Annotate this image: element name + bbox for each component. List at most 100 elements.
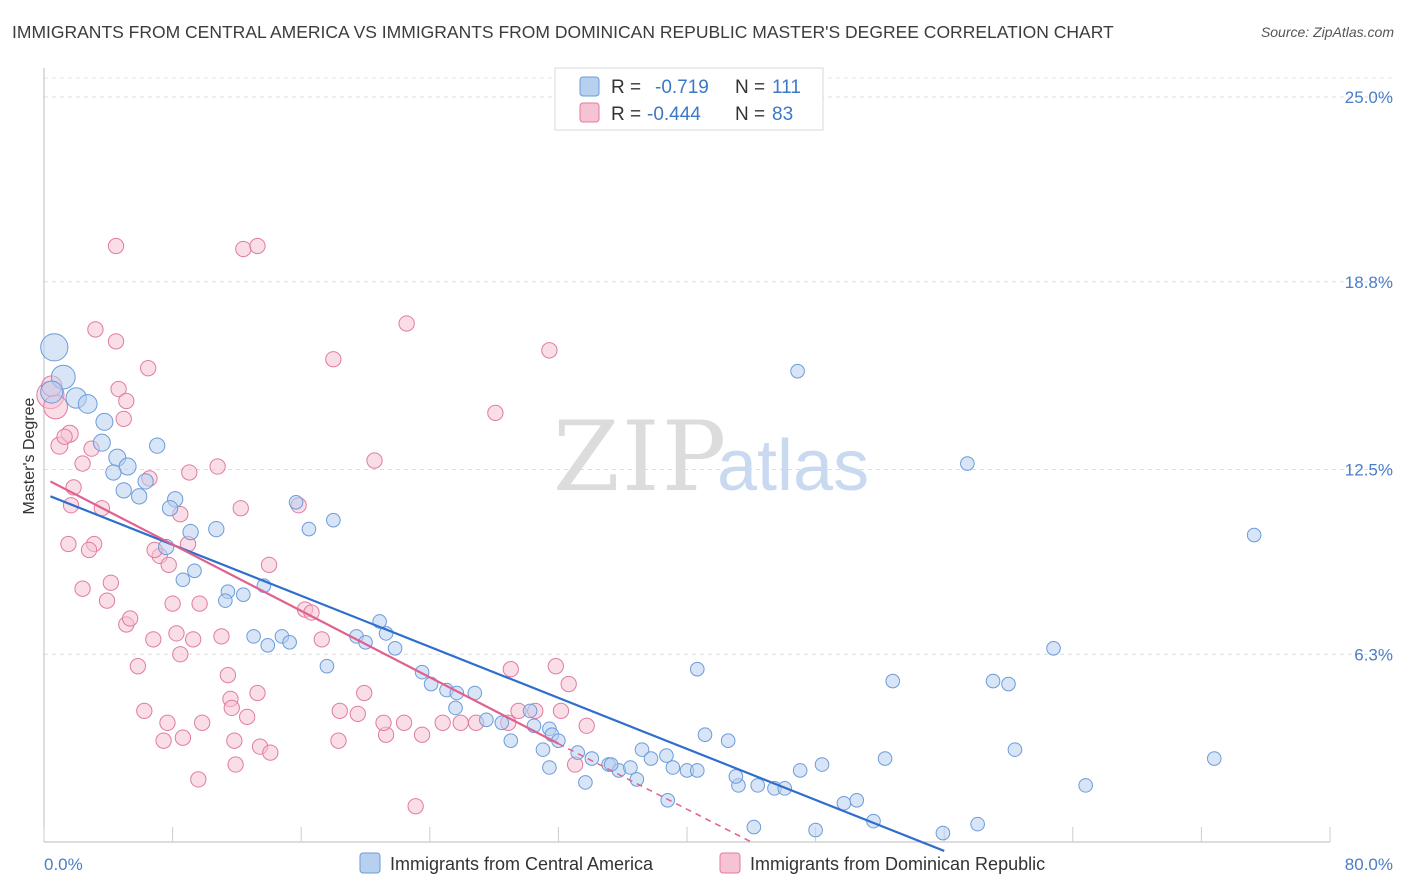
point-central-america-43 [448,700,463,716]
point-central-america-94 [960,456,975,471]
point-central-america-15 [161,500,179,517]
point-central-america-58 [634,742,650,757]
point-central-america-95 [1246,527,1262,543]
point-dominican-republic-45 [260,556,278,574]
point-central-america-4 [77,394,98,414]
bottom-legend-label-blue: Immigrants from Central America [390,854,654,874]
point-central-america-37 [387,641,403,656]
point-dominican-republic-40 [226,732,243,749]
legend-n-value-1: 111 [772,77,801,98]
point-dominican-republic-74 [578,717,595,734]
point-dominican-republic-14 [102,574,120,591]
point-dominican-republic-36 [219,666,237,684]
point-central-america-0 [40,333,69,362]
point-central-america-32 [319,658,335,674]
point-central-america-19 [187,563,202,579]
point-dominican-republic-83 [118,392,135,410]
source-label: Source: ZipAtlas.com [1260,24,1394,40]
point-dominican-republic-51 [330,732,347,749]
y-tick-label-0: 6.3% [1354,645,1393,664]
point-central-america-84 [935,825,951,841]
trend-lines [49,480,945,852]
point-central-america-85 [970,816,985,832]
point-central-america-92 [1206,751,1222,766]
point-central-america-76 [792,763,808,778]
point-dominican-republic-52 [331,702,348,720]
chart-title: IMMIGRANTS FROM CENTRAL AMERICA VS IMMIG… [12,22,1114,42]
legend-n-label-1: N = [735,77,765,98]
point-dominican-republic-54 [356,684,373,702]
point-dominican-republic-34 [209,458,226,475]
legend: R = -0.719 N = 111 R = -0.444 N = 83 [554,67,824,131]
point-central-america-60 [659,748,674,763]
point-central-america-27 [326,512,341,528]
point-central-america-59 [643,751,659,766]
point-central-america-67 [660,792,676,808]
point-dominican-republic-62 [452,714,469,731]
point-central-america-86 [746,819,762,835]
point-dominican-republic-44 [262,744,279,761]
trend-line-dominican-republic [49,480,559,745]
point-central-america-88 [985,673,1001,689]
point-central-america-45 [494,715,510,731]
point-central-america-11 [137,473,154,490]
watermark-zip: ZIP [553,401,728,513]
point-central-america-10 [105,464,122,481]
watermark-atlas: atlas [717,426,869,506]
point-central-america-31 [282,635,297,650]
y-axis-label: Master's Degree [21,397,38,514]
point-central-america-51 [535,742,551,757]
y-tick-label-1: 12.5% [1345,461,1393,480]
point-dominican-republic-41 [227,756,244,773]
point-dominican-republic-17 [122,610,139,627]
point-dominican-republic-27 [185,631,202,648]
y-tick-labels: 6.3% 12.5% 18.8% 25.0% [1345,88,1393,664]
legend-r-label-1: R = [611,77,641,98]
point-dominican-republic-81 [140,360,157,377]
point-dominican-republic-70 [547,658,564,675]
point-central-america-20 [175,572,191,588]
point-dominican-republic-89 [181,464,198,481]
x-tick-label-max: 80.0% [1345,855,1393,874]
point-central-america-28 [246,629,261,644]
trend-line-central-america [50,495,945,852]
point-central-america-13 [131,488,148,505]
point-central-america-54 [584,751,600,766]
point-central-america-30 [260,638,276,653]
point-central-america-61 [665,760,681,775]
point-dominican-republic-59 [407,798,424,815]
series-dominican-republic-points [36,237,595,815]
point-dominican-republic-6 [74,455,91,472]
point-central-america-93 [790,363,805,379]
point-central-america-25 [288,494,304,510]
point-central-america-73 [750,778,766,793]
trend-line-dominican-republic-extension [558,742,752,843]
point-central-america-17 [208,520,225,538]
series-central-america-points [40,333,1262,841]
point-central-america-16 [182,523,199,541]
point-central-america-82 [808,822,823,838]
point-dominican-republic-13 [74,580,91,597]
point-central-america-69 [697,727,713,743]
point-dominican-republic-72 [552,702,570,720]
point-dominican-republic-57 [375,714,392,731]
point-central-america-70 [720,733,736,748]
point-dominican-republic-32 [174,729,192,746]
point-central-america-2 [40,380,64,404]
point-dominican-republic-5 [56,428,73,445]
point-central-america-87 [1001,676,1016,692]
gridlines [44,77,1393,655]
point-central-america-46 [522,703,538,719]
point-central-america-65 [578,775,593,790]
bottom-legend-swatch-pink [719,852,741,874]
point-dominican-republic-38 [223,699,240,717]
point-dominican-republic-19 [136,702,153,720]
point-dominican-republic-50 [325,351,342,368]
point-dominican-republic-88 [232,500,249,517]
point-central-america-90 [1046,641,1061,656]
legend-n-label-2: N = [735,104,765,125]
point-dominican-republic-75 [107,237,125,255]
point-central-america-80 [877,751,893,766]
legend-r-value-2: -0.444 [647,104,701,125]
